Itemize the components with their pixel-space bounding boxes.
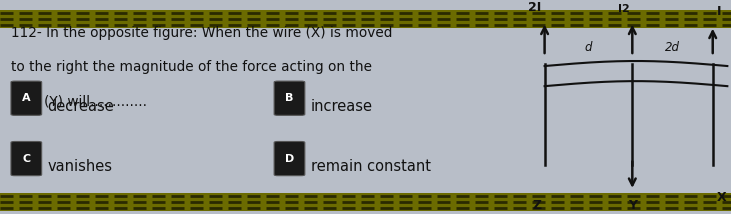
FancyBboxPatch shape bbox=[274, 81, 305, 115]
FancyBboxPatch shape bbox=[11, 81, 42, 115]
Text: decrease: decrease bbox=[48, 99, 114, 114]
FancyBboxPatch shape bbox=[274, 141, 305, 176]
Text: 112- In the opposite figure: When the wire (X) is moved: 112- In the opposite figure: When the wi… bbox=[11, 26, 393, 40]
Text: A: A bbox=[22, 93, 31, 103]
Text: remain constant: remain constant bbox=[311, 159, 431, 174]
Bar bbox=[0, 193, 731, 211]
FancyBboxPatch shape bbox=[11, 141, 42, 176]
Text: D: D bbox=[285, 154, 294, 163]
Bar bbox=[0, 10, 731, 28]
Text: 2d: 2d bbox=[665, 41, 680, 54]
Text: Y: Y bbox=[628, 199, 637, 212]
Text: increase: increase bbox=[311, 99, 373, 114]
Text: X: X bbox=[716, 191, 727, 204]
Text: d: d bbox=[585, 41, 592, 54]
Text: Z: Z bbox=[533, 199, 542, 212]
Text: to the right the magnitude of the force acting on the: to the right the magnitude of the force … bbox=[11, 60, 372, 74]
Text: C: C bbox=[22, 154, 31, 163]
Text: vanishes: vanishes bbox=[48, 159, 113, 174]
Text: wire (Y) will.............: wire (Y) will............. bbox=[11, 94, 147, 108]
Text: I2: I2 bbox=[618, 4, 630, 14]
Text: 2I: 2I bbox=[528, 1, 541, 14]
Text: B: B bbox=[285, 93, 294, 103]
Text: I: I bbox=[716, 5, 721, 18]
